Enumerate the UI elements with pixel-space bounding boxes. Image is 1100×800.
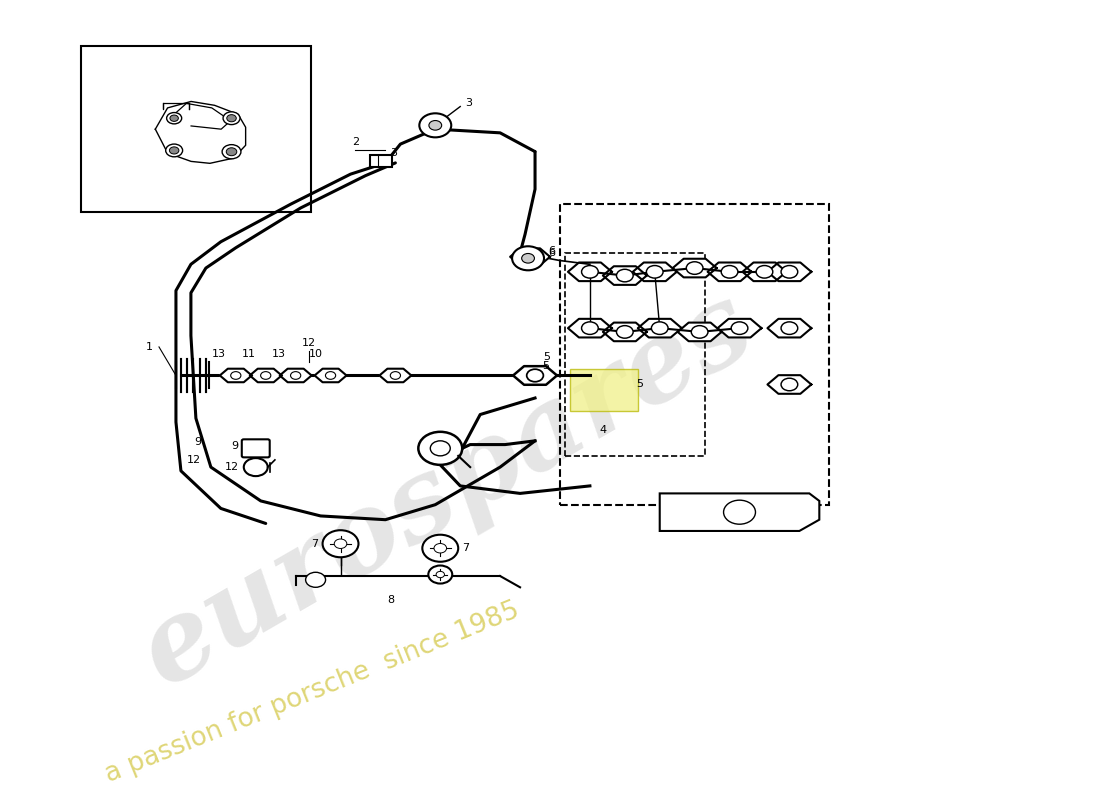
Polygon shape — [510, 248, 550, 266]
Circle shape — [722, 266, 738, 278]
Polygon shape — [220, 369, 252, 382]
Circle shape — [781, 322, 798, 334]
Text: 9: 9 — [194, 438, 201, 447]
Text: 7: 7 — [311, 538, 319, 549]
Circle shape — [322, 530, 359, 558]
Text: 10: 10 — [309, 349, 322, 359]
Polygon shape — [568, 319, 612, 338]
Circle shape — [616, 326, 634, 338]
Text: 13: 13 — [212, 349, 226, 359]
Polygon shape — [768, 375, 812, 394]
Text: 5: 5 — [543, 352, 550, 362]
Polygon shape — [568, 262, 612, 281]
Circle shape — [222, 145, 241, 159]
Polygon shape — [279, 369, 311, 382]
Text: 7: 7 — [462, 543, 470, 554]
Text: 13: 13 — [272, 349, 286, 359]
Circle shape — [231, 372, 241, 379]
Polygon shape — [707, 262, 751, 281]
Text: 2: 2 — [352, 137, 359, 147]
Polygon shape — [379, 369, 411, 382]
FancyBboxPatch shape — [371, 154, 393, 166]
Circle shape — [436, 571, 444, 578]
Polygon shape — [660, 494, 820, 531]
Circle shape — [244, 458, 267, 476]
Circle shape — [521, 254, 535, 263]
Text: 3: 3 — [390, 148, 397, 158]
Circle shape — [227, 148, 236, 156]
Text: 4: 4 — [600, 425, 607, 434]
Text: 6: 6 — [548, 248, 556, 258]
Circle shape — [166, 113, 182, 124]
Text: 6: 6 — [548, 246, 556, 256]
Circle shape — [290, 372, 300, 379]
Circle shape — [429, 121, 442, 130]
Text: a passion for porsche  since 1985: a passion for porsche since 1985 — [101, 597, 524, 788]
Circle shape — [418, 432, 462, 465]
Text: 5: 5 — [542, 361, 549, 371]
Text: 9: 9 — [232, 441, 239, 451]
Circle shape — [522, 251, 538, 262]
Text: 5: 5 — [636, 379, 642, 390]
Circle shape — [261, 372, 271, 379]
Circle shape — [430, 441, 450, 456]
Circle shape — [306, 572, 326, 587]
Text: 12: 12 — [301, 338, 316, 349]
Polygon shape — [717, 319, 761, 338]
Circle shape — [227, 114, 236, 122]
Circle shape — [527, 369, 543, 382]
Circle shape — [582, 266, 598, 278]
Circle shape — [724, 500, 756, 524]
Circle shape — [616, 270, 634, 282]
Circle shape — [686, 262, 703, 274]
Circle shape — [434, 543, 447, 553]
Polygon shape — [513, 366, 557, 385]
Text: 8: 8 — [387, 595, 394, 605]
Polygon shape — [603, 266, 647, 285]
Polygon shape — [315, 369, 346, 382]
Polygon shape — [632, 262, 676, 281]
Circle shape — [169, 115, 178, 122]
Circle shape — [781, 378, 798, 390]
Circle shape — [651, 322, 668, 334]
Circle shape — [756, 266, 773, 278]
FancyBboxPatch shape — [242, 439, 270, 458]
Circle shape — [166, 144, 183, 157]
FancyBboxPatch shape — [570, 370, 638, 410]
Circle shape — [428, 566, 452, 583]
Circle shape — [513, 246, 544, 270]
Circle shape — [169, 147, 179, 154]
Polygon shape — [250, 369, 282, 382]
Text: 1: 1 — [145, 342, 153, 352]
Text: 3: 3 — [465, 98, 472, 108]
Polygon shape — [742, 262, 786, 281]
Circle shape — [691, 326, 708, 338]
Text: 12: 12 — [187, 454, 201, 465]
Text: 12: 12 — [224, 462, 239, 472]
Circle shape — [422, 534, 459, 562]
Circle shape — [419, 114, 451, 138]
Polygon shape — [768, 262, 812, 281]
Polygon shape — [638, 319, 682, 338]
Polygon shape — [768, 319, 812, 338]
Circle shape — [334, 539, 346, 549]
Circle shape — [647, 266, 663, 278]
Text: eurospares: eurospares — [121, 271, 771, 708]
Circle shape — [326, 372, 336, 379]
Circle shape — [781, 266, 798, 278]
Circle shape — [223, 112, 240, 125]
Circle shape — [582, 322, 598, 334]
Circle shape — [732, 322, 748, 334]
Circle shape — [390, 372, 400, 379]
Polygon shape — [603, 322, 647, 342]
Polygon shape — [673, 258, 716, 278]
Polygon shape — [678, 322, 722, 342]
Text: 11: 11 — [242, 349, 256, 359]
Bar — [81, 46, 310, 212]
